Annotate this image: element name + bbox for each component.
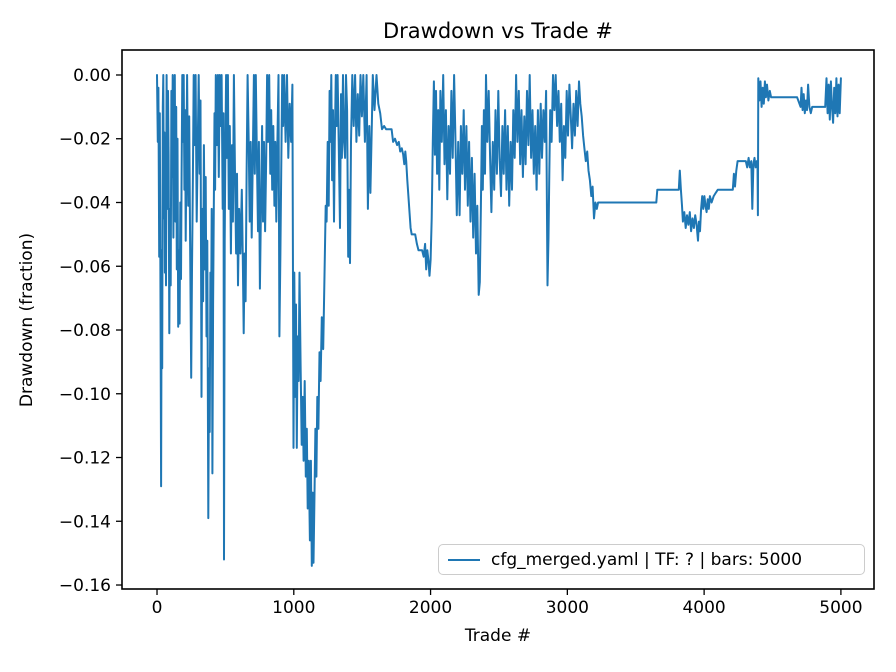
y-tick-label: −0.04 — [59, 193, 111, 213]
y-tick-label: 0.00 — [73, 66, 111, 86]
x-tick-label: 3000 — [546, 598, 589, 618]
legend-box: cfg_merged.yaml | TF: ? | bars: 5000 — [438, 544, 865, 575]
x-tick-label: 0 — [152, 598, 163, 618]
y-tick-label: −0.10 — [59, 385, 111, 405]
y-tick-label: −0.06 — [59, 257, 111, 277]
legend-label: cfg_merged.yaml | TF: ? | bars: 5000 — [491, 549, 803, 570]
y-axis-label: Drawdown (fraction) — [17, 232, 37, 408]
y-tick-label: −0.08 — [59, 321, 111, 341]
chart-title: Drawdown vs Trade # — [383, 19, 613, 43]
y-tick-label: −0.16 — [59, 576, 111, 596]
x-tick-label: 4000 — [682, 598, 725, 618]
plot-area-spines — [121, 49, 875, 590]
y-tick-label: −0.12 — [59, 449, 111, 469]
x-tick-label: 5000 — [819, 598, 862, 618]
x-tick-label: 2000 — [409, 598, 452, 618]
x-axis-label: Trade # — [464, 626, 532, 646]
x-tick-label: 1000 — [272, 598, 315, 618]
y-tick-label: −0.02 — [59, 130, 111, 150]
legend-line-swatch-icon — [448, 558, 480, 561]
y-tick-label: −0.14 — [59, 512, 111, 532]
drawdown-series-line — [156, 74, 842, 567]
